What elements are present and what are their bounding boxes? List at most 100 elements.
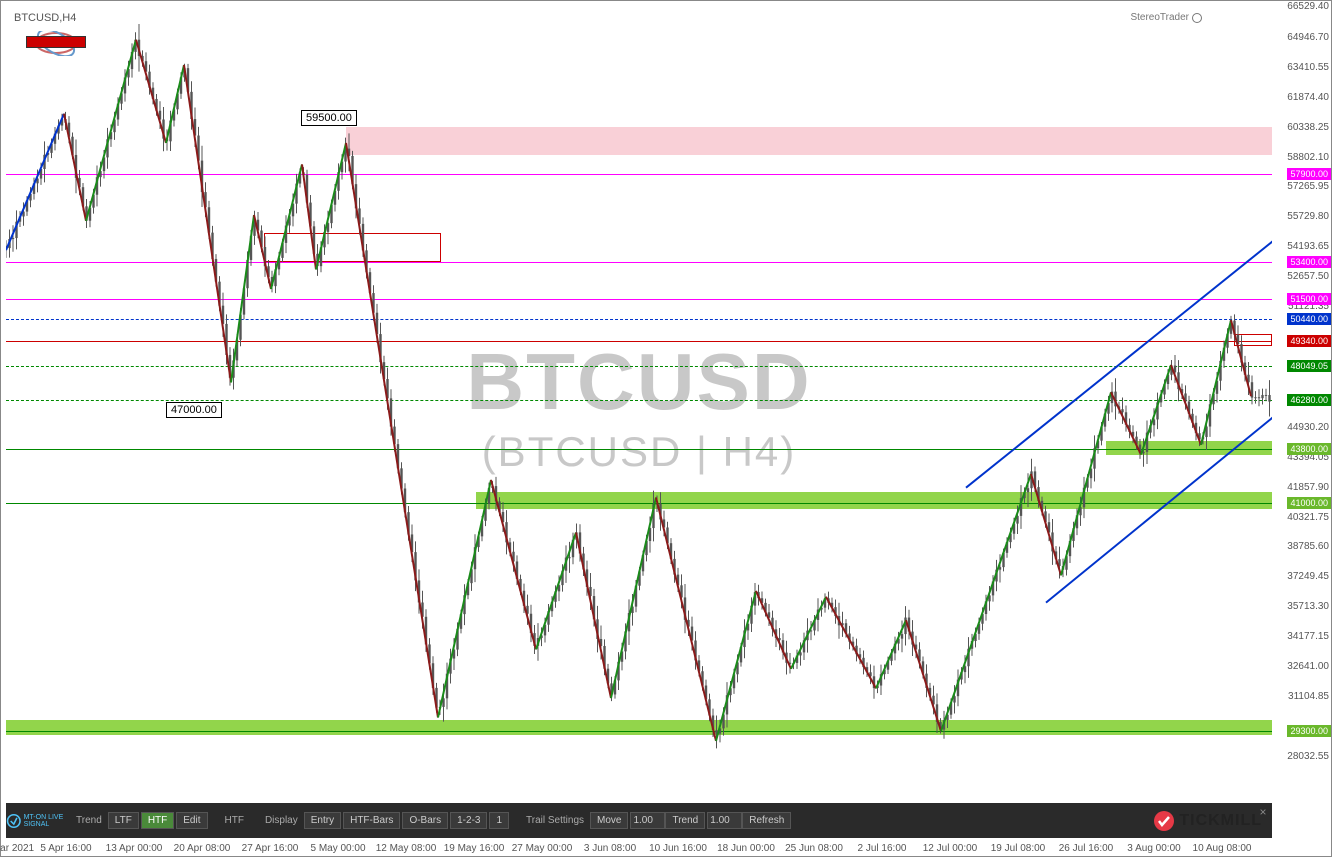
x-axis-label: 29 Mar 2021 [0,843,34,854]
horizontal-price-line[interactable] [6,449,1272,450]
price-tag: 57900.00 [1287,168,1331,180]
price-tag: 48049.05 [1287,360,1331,372]
y-axis-label: 38785.60 [1287,541,1329,552]
brand-label: StereoTrader [1130,12,1189,23]
toolbar-button-o-bars[interactable]: O-Bars [402,812,448,829]
price-tag: 29300.00 [1287,725,1331,737]
y-axis-label: 55729.80 [1287,211,1329,222]
mton-logo: MT-ON LIVE SIGNAL [6,803,76,838]
x-axis-label: 18 Jun 00:00 [717,843,775,854]
horizontal-price-line[interactable] [6,341,1272,342]
y-axis-label: 63410.55 [1287,62,1329,73]
y-axis-label: 54193.65 [1287,241,1329,252]
y-axis-label: 35713.30 [1287,601,1329,612]
x-axis-label: 26 Jul 16:00 [1059,843,1114,854]
y-axis-label: 37249.45 [1287,571,1329,582]
x-axis-label: 3 Jun 08:00 [584,843,636,854]
toolbar-button-ltf[interactable]: LTF [108,812,139,829]
y-axis-label: 34177.15 [1287,631,1329,642]
chart-container: BTCUSD,H4 StereoTrader BTCUSD (BTCUSD | … [0,0,1332,857]
x-axis-label: 3 Aug 00:00 [1127,843,1180,854]
y-axis-label: 31104.85 [1288,691,1329,702]
toolbar-button-htf-bars[interactable]: HTF-Bars [343,812,400,829]
toolbar-group-label: Trail Settings [526,815,584,826]
horizontal-price-line[interactable] [6,731,1272,732]
supply-zone-box[interactable] [1234,334,1272,346]
toolbar-group-label: Trend [76,815,102,826]
horizontal-price-line[interactable] [6,174,1272,175]
price-tag: 43800.00 [1287,443,1331,455]
y-axis-label: 61874.40 [1287,92,1329,103]
x-axis-label: 27 May 00:00 [512,843,573,854]
y-axis-label: 28032.55 [1287,751,1329,762]
y-axis-label: 58802.10 [1287,152,1329,163]
stereotrader-brand: StereoTrader [1130,12,1202,23]
x-axis-label: 10 Jun 16:00 [649,843,707,854]
smiley-icon [1192,13,1202,23]
y-axis-label: 66529.40 [1287,1,1329,12]
toolbar-button-edit[interactable]: Edit [176,812,207,829]
x-axis-label: 12 May 08:00 [376,843,437,854]
watermark-symbol: BTCUSD [466,336,811,428]
indicator-toolbar: × MT-ON LIVE SIGNAL TrendLTFHTFEditHTFDi… [6,803,1272,838]
chart-plot-area[interactable]: BTCUSD,H4 StereoTrader BTCUSD (BTCUSD | … [6,6,1272,806]
watermark-timeframe: (BTCUSD | H4) [466,428,811,476]
price-zone [346,127,1272,155]
toolbar-input[interactable] [707,812,742,829]
x-axis-label: 27 Apr 16:00 [242,843,299,854]
price-zone [6,720,1272,736]
x-axis-label: 13 Apr 00:00 [106,843,163,854]
toolbar-button-1[interactable]: 1 [489,812,509,829]
y-axis-label: 64946.70 [1287,32,1329,43]
chart-svg-overlay [6,6,1272,781]
tickmill-brand: TICKMILL [1153,806,1262,836]
horizontal-price-line[interactable] [6,366,1272,367]
chart-watermark: BTCUSD (BTCUSD | H4) [466,336,811,476]
x-axis-label: 10 Aug 08:00 [1193,843,1252,854]
toolbar-group-label: Display [265,815,298,826]
supply-zone-box[interactable] [264,233,441,262]
indicator-badge [26,36,86,48]
horizontal-price-line[interactable] [6,319,1272,320]
price-tag: 46280.00 [1287,394,1331,406]
toolbar-group-label: HTF [225,815,244,826]
price-zone [476,492,1272,510]
toolbar-input[interactable] [630,812,665,829]
y-axis-label: 60338.25 [1287,122,1329,133]
toolbar-button-refresh[interactable]: Refresh [742,812,791,829]
horizontal-price-line[interactable] [6,503,1272,504]
x-axis-label: 20 Apr 08:00 [174,843,231,854]
tickmill-label: TICKMILL [1179,812,1262,830]
x-axis-label: 5 Apr 16:00 [40,843,91,854]
x-axis-label: 5 May 00:00 [310,843,365,854]
toolbar-button-move[interactable]: Move [590,812,628,829]
toolbar-button-htf[interactable]: HTF [141,812,174,829]
y-axis-label: 44930.20 [1287,422,1329,433]
chart-symbol-label: BTCUSD,H4 [14,12,76,24]
price-axis[interactable]: 66529.4064946.7063410.5561874.4060338.25… [1270,6,1331,806]
price-tag: 53400.00 [1287,256,1331,268]
x-axis-label: 19 May 16:00 [444,843,505,854]
tickmill-icon [1153,810,1175,832]
x-axis-label: 19 Jul 08:00 [991,843,1046,854]
price-annotation[interactable]: 47000.00 [166,402,222,418]
toolbar-button-1-2-3[interactable]: 1-2-3 [450,812,487,829]
time-axis[interactable]: 29 Mar 20215 Apr 16:0013 Apr 00:0020 Apr… [6,838,1272,856]
y-axis-label: 52657.50 [1287,271,1329,282]
x-axis-label: 12 Jul 00:00 [923,843,978,854]
horizontal-price-line[interactable] [6,299,1272,300]
price-tag: 41000.00 [1287,497,1331,509]
horizontal-price-line[interactable] [6,262,1272,263]
y-axis-label: 41857.90 [1287,482,1329,493]
price-tag: 50440.00 [1287,313,1331,325]
price-tag: 51500.00 [1287,293,1331,305]
y-axis-label: 40321.75 [1287,512,1329,523]
price-tag: 49340.00 [1287,335,1331,347]
toolbar-button-trend[interactable]: Trend [665,812,705,829]
x-axis-label: 2 Jul 16:00 [858,843,907,854]
y-axis-label: 57265.95 [1287,181,1329,192]
price-annotation[interactable]: 59500.00 [301,110,357,126]
y-axis-label: 32641.00 [1287,661,1329,672]
toolbar-button-entry[interactable]: Entry [304,812,341,829]
x-axis-label: 25 Jun 08:00 [785,843,843,854]
